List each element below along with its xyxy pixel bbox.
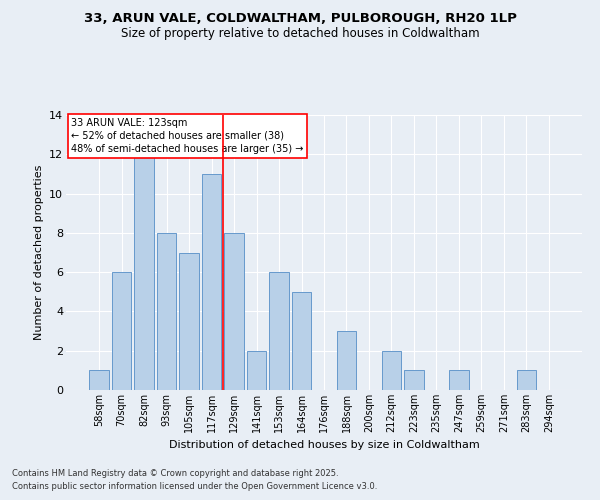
Text: Size of property relative to detached houses in Coldwaltham: Size of property relative to detached ho… (121, 28, 479, 40)
Bar (112, 272, 131, 390)
Bar (517, 370, 536, 390)
Bar (337, 331, 356, 390)
Bar (382, 350, 401, 390)
Bar (179, 252, 199, 390)
Bar (134, 154, 154, 390)
Bar (202, 174, 221, 390)
Bar (224, 233, 244, 390)
Bar (89, 370, 109, 390)
Text: 33 ARUN VALE: 123sqm
← 52% of detached houses are smaller (38)
48% of semi-detac: 33 ARUN VALE: 123sqm ← 52% of detached h… (71, 118, 304, 154)
Text: Contains HM Land Registry data © Crown copyright and database right 2025.: Contains HM Land Registry data © Crown c… (12, 468, 338, 477)
Y-axis label: Number of detached properties: Number of detached properties (34, 165, 44, 340)
Bar (247, 350, 266, 390)
Bar (449, 370, 469, 390)
Bar (292, 292, 311, 390)
Bar (269, 272, 289, 390)
Bar (157, 233, 176, 390)
X-axis label: Distribution of detached houses by size in Coldwaltham: Distribution of detached houses by size … (169, 440, 479, 450)
Text: Contains public sector information licensed under the Open Government Licence v3: Contains public sector information licen… (12, 482, 377, 491)
Text: 33, ARUN VALE, COLDWALTHAM, PULBOROUGH, RH20 1LP: 33, ARUN VALE, COLDWALTHAM, PULBOROUGH, … (83, 12, 517, 26)
Bar (404, 370, 424, 390)
